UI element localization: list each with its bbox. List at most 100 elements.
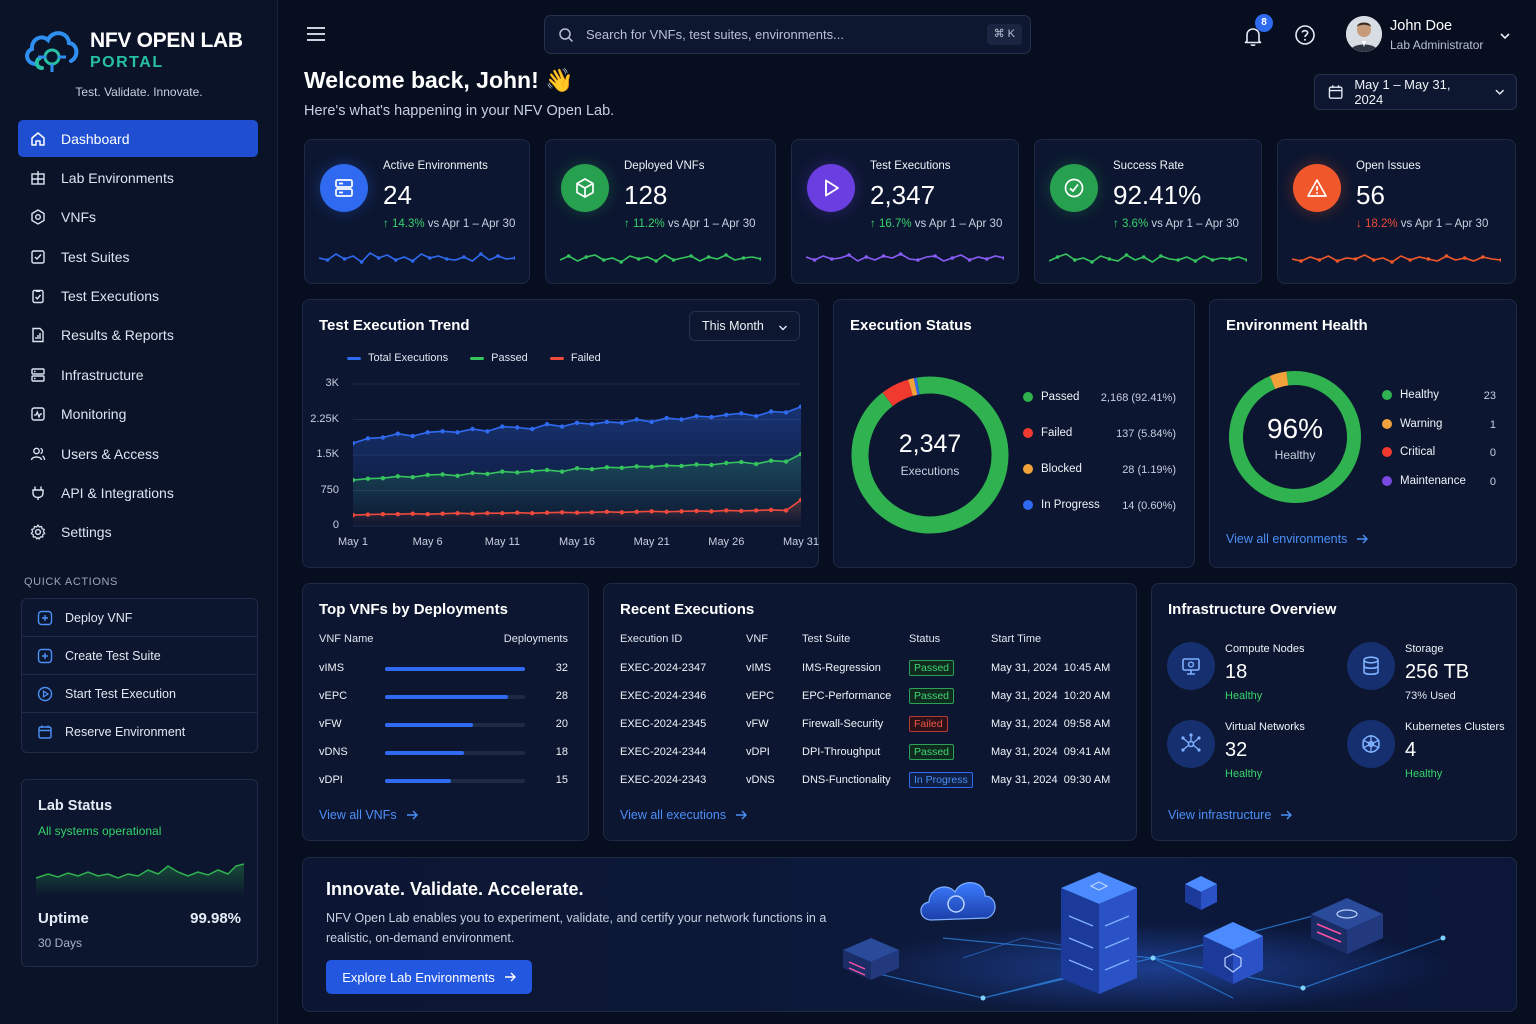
bell-icon[interactable] xyxy=(1242,25,1264,47)
create-test-suite-button[interactable]: Create Test Suite xyxy=(22,637,257,675)
kpi-delta: ↓ 18.2% vs Apr 1 – Apr 30 xyxy=(1356,218,1488,230)
execution-suite: DPI-Throughput xyxy=(802,746,881,758)
sidebar-item-lab-environments[interactable]: Lab Environments xyxy=(18,159,258,196)
date-range-picker[interactable]: May 1 – May 31, 2024 xyxy=(1314,74,1517,110)
arrow-up-icon: ↑ xyxy=(624,218,633,230)
data-point xyxy=(440,472,445,477)
kpi-card[interactable]: Success Rate 92.41% ↑ 3.6% vs Apr 1 – Apr … xyxy=(1034,139,1262,284)
execution-vnf: vIMS xyxy=(746,662,772,674)
start-test-execution-button[interactable]: Start Test Execution xyxy=(22,675,257,713)
check-circle-icon xyxy=(1050,164,1098,212)
search-input[interactable] xyxy=(586,27,966,42)
data-point xyxy=(574,510,580,515)
search-shortcut: ⌘ K xyxy=(986,24,1022,45)
data-point xyxy=(589,467,595,472)
hamburger-menu-icon[interactable] xyxy=(306,24,326,44)
legend-item: Blocked xyxy=(1023,463,1082,475)
kpi-card[interactable]: Open Issues 56 ↓ 18.2% vs Apr 1 – Apr 30 xyxy=(1277,139,1516,284)
execution-start-time: May 31, 2024 10:45 AM xyxy=(991,662,1111,674)
sidebar-item-api-integrations[interactable]: API & Integrations xyxy=(18,475,258,512)
sparkline-point xyxy=(1444,254,1449,258)
execution-id[interactable]: EXEC-2024-2346 xyxy=(620,690,707,702)
execution-id[interactable]: EXEC-2024-2347 xyxy=(620,662,707,674)
data-point xyxy=(768,458,774,463)
trend-range-select[interactable]: This Month xyxy=(689,311,800,341)
sparkline-point xyxy=(689,254,693,258)
view-infrastructure-link[interactable]: View infrastructure xyxy=(1168,808,1293,822)
sidebar-item-test-executions[interactable]: Test Executions xyxy=(18,278,258,315)
building-icon xyxy=(31,170,45,185)
kpi-compare-text: vs Apr 1 – Apr 30 xyxy=(1151,218,1239,230)
deployment-count: 15 xyxy=(555,774,568,786)
sparkline-point xyxy=(359,260,364,264)
kpi-value: 2,347 xyxy=(870,180,936,210)
data-point xyxy=(425,512,430,517)
sidebar-item-results-reports[interactable]: Results & Reports xyxy=(18,317,258,354)
sidebar-item-vnfs[interactable]: VNFs xyxy=(18,199,258,236)
kpi-card[interactable]: Active Environments 24 ↑ 14.3% vs Apr 1 – … xyxy=(304,139,530,284)
plug-icon xyxy=(32,486,44,501)
data-point xyxy=(395,431,400,436)
data-point xyxy=(649,509,654,514)
sparkline-point xyxy=(393,258,398,262)
execution-start-time: May 31, 2024 09:41 AM xyxy=(991,746,1111,758)
environment-health-title: Environment Health xyxy=(1226,317,1368,334)
kpi-label: Active Environments xyxy=(383,160,488,172)
deploy-vnf-button[interactable]: Deploy VNF xyxy=(22,599,257,637)
sidebar-item-test-suites[interactable]: Test Suites xyxy=(18,238,258,275)
link-label: View infrastructure xyxy=(1168,808,1272,822)
data-point xyxy=(485,471,490,477)
network-illustration xyxy=(843,872,1453,1011)
sidebar-item-infrastructure[interactable]: Infrastructure xyxy=(18,356,258,393)
data-point xyxy=(664,415,669,421)
data-point xyxy=(500,424,505,429)
sidebar-item-settings[interactable]: Settings xyxy=(18,514,258,551)
status-badge: Failed xyxy=(909,716,948,732)
legend-label: Passed xyxy=(1041,391,1080,403)
execution-id[interactable]: EXEC-2024-2344 xyxy=(620,746,707,758)
help-icon[interactable] xyxy=(1294,24,1316,46)
sidebar-item-label: Settings xyxy=(61,524,112,541)
infra-value: 4 xyxy=(1405,739,1417,761)
kpi-card[interactable]: Test Executions 2,347 ↑ 16.7% vs Apr 1 – A… xyxy=(791,139,1019,284)
data-point xyxy=(768,409,774,414)
execution-start-time: May 31, 2024 10:20 AM xyxy=(991,690,1111,702)
kpi-card[interactable]: Deployed VNFs 128 ↑ 11.2% vs Apr 1 – Apr 3… xyxy=(545,139,776,284)
view-all-executions-link[interactable]: View all executions xyxy=(620,808,748,822)
sidebar-item-monitoring[interactable]: Monitoring xyxy=(18,396,258,433)
view-all-vnfs-link[interactable]: View all VNFs xyxy=(319,808,418,822)
sparkline-point xyxy=(566,254,571,258)
infra-label: Kubernetes Clusters xyxy=(1405,721,1505,733)
legend-dot xyxy=(1382,475,1392,486)
execution-id[interactable]: EXEC-2024-2343 xyxy=(620,774,707,786)
sidebar-item-users-access[interactable]: Users & Access xyxy=(18,435,258,472)
chevron-down-icon[interactable] xyxy=(1499,30,1511,42)
kpi-label: Test Executions xyxy=(870,160,951,172)
data-point xyxy=(798,497,801,503)
execution-id[interactable]: EXEC-2024-2345 xyxy=(620,718,707,730)
deployment-bar xyxy=(385,751,464,755)
reserve-environment-button[interactable]: Reserve Environment xyxy=(22,713,257,751)
execution-start-time: May 31, 2024 09:30 AM xyxy=(991,774,1111,786)
sparkline-point xyxy=(513,256,515,260)
avatar[interactable] xyxy=(1346,16,1382,52)
button-label: Explore Lab Environments xyxy=(342,969,495,985)
kpi-delta: ↑ 14.3% vs Apr 1 – Apr 30 xyxy=(383,218,515,230)
app-subtitle: PORTAL xyxy=(90,53,164,71)
sidebar-item-label: Lab Environments xyxy=(61,169,174,186)
sidebar-item-dashboard[interactable]: Dashboard xyxy=(18,120,258,157)
kpi-sparkline xyxy=(319,251,515,264)
lab-status-text: All systems operational xyxy=(38,824,162,838)
data-point xyxy=(798,451,801,457)
logo[interactable]: NFV OPEN LAB PORTAL xyxy=(22,24,243,76)
execution-vnf: vFW xyxy=(746,718,769,730)
infra-value: 18 xyxy=(1225,661,1248,683)
column-header: Test Suite xyxy=(802,633,851,645)
search-bar[interactable]: ⌘ K xyxy=(544,15,1031,54)
view-all-environments-link[interactable]: View all environments xyxy=(1226,532,1369,546)
sparkline-point xyxy=(1073,258,1077,262)
infrastructure-overview-card: Infrastructure Overview Compute Nodes 18… xyxy=(1151,583,1517,841)
arrow-right-icon xyxy=(406,810,418,820)
explore-lab-environments-button[interactable]: Explore Lab Environments xyxy=(326,960,532,994)
vnf-name: vFW xyxy=(319,718,342,730)
